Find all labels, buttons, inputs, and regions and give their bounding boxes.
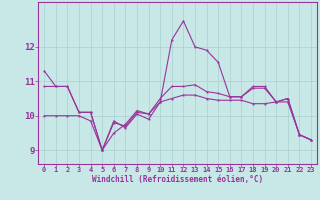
X-axis label: Windchill (Refroidissement éolien,°C): Windchill (Refroidissement éolien,°C)	[92, 175, 263, 184]
